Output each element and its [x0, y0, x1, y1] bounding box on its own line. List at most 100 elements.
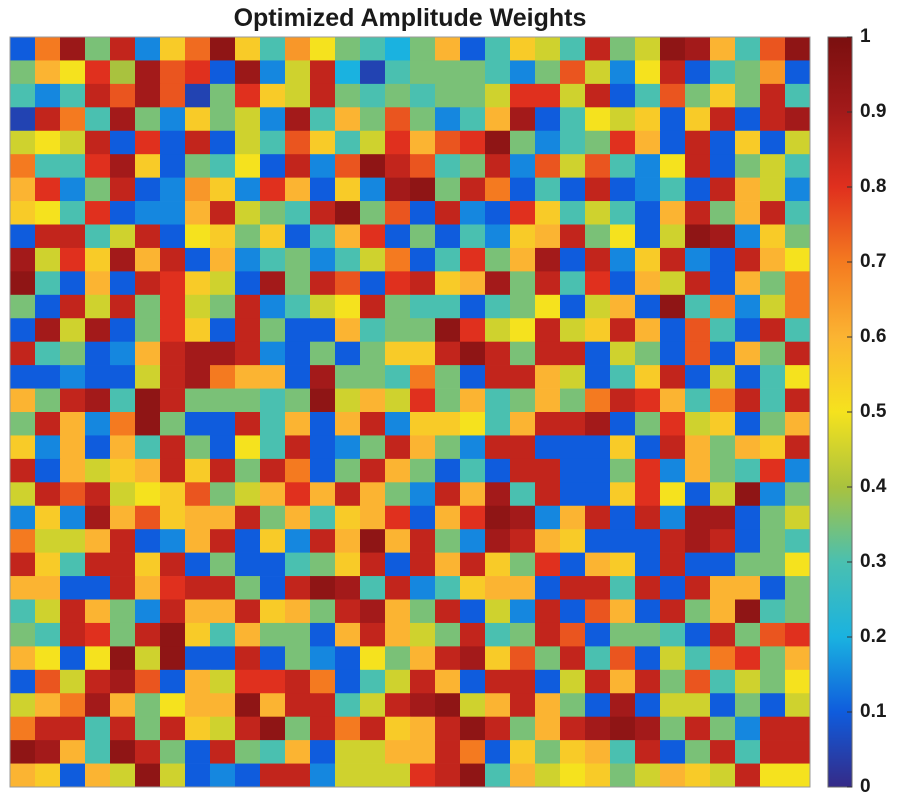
- heatmap-cell: [110, 83, 136, 108]
- heatmap-cell: [635, 435, 661, 460]
- heatmap-cell: [735, 740, 761, 764]
- heatmap-cell: [185, 130, 211, 155]
- heatmap-cell: [410, 107, 436, 132]
- heatmap-cell: [60, 529, 86, 553]
- heatmap-cell: [185, 294, 211, 319]
- heatmap-cell: [410, 763, 436, 788]
- heatmap-cell: [685, 341, 711, 366]
- heatmap-cell: [635, 482, 661, 507]
- heatmap-cell: [85, 271, 111, 296]
- heatmap-cell: [35, 412, 61, 436]
- heatmap-cell: [335, 505, 361, 530]
- heatmap-cell: [10, 716, 36, 741]
- heatmap-cell: [685, 83, 711, 108]
- heatmap-cell: [85, 435, 111, 460]
- heatmap-cell: [685, 177, 711, 202]
- heatmap-cell: [760, 318, 786, 343]
- heatmap-cell: [10, 693, 36, 718]
- heatmap-cell: [735, 60, 761, 85]
- heatmap-cell: [635, 365, 661, 389]
- heatmap-cell: [260, 83, 286, 108]
- heatmap-cell: [510, 294, 536, 319]
- heatmap-cell: [185, 412, 211, 436]
- heatmap-cell: [485, 599, 511, 624]
- heatmap-cell: [310, 318, 336, 343]
- heatmap-cell: [135, 576, 161, 600]
- heatmap-cell: [110, 201, 136, 225]
- heatmap-cell: [85, 318, 111, 343]
- heatmap-cell: [285, 388, 311, 413]
- heatmap-cell: [185, 365, 211, 389]
- heatmap-cell: [360, 599, 386, 624]
- heatmap-cell: [785, 271, 811, 296]
- heatmap-cell: [635, 388, 661, 413]
- heatmap-cell: [385, 505, 411, 530]
- heatmap-cell: [535, 576, 561, 600]
- heatmap-cell: [610, 412, 636, 436]
- heatmap-cell: [210, 622, 236, 647]
- heatmap-cell: [660, 622, 686, 647]
- heatmap-cell: [185, 763, 211, 788]
- heatmap-cell: [310, 716, 336, 741]
- heatmap-cell: [385, 247, 411, 272]
- heatmap-cell: [385, 599, 411, 624]
- heatmap-cell: [785, 201, 811, 225]
- heatmap-cell: [10, 529, 36, 553]
- heatmap-cell: [210, 271, 236, 296]
- heatmap-cell: [435, 763, 461, 788]
- heatmap-cell: [460, 529, 486, 553]
- heatmap-cell: [535, 529, 561, 553]
- heatmap-cell: [110, 37, 136, 61]
- heatmap-cell: [185, 318, 211, 343]
- heatmap-cell: [510, 201, 536, 225]
- heatmap-cell: [285, 482, 311, 507]
- heatmap-cell: [110, 622, 136, 647]
- heatmap-cell: [60, 763, 86, 788]
- heatmap-cell: [235, 60, 261, 85]
- heatmap-cell: [510, 482, 536, 507]
- heatmap-cell: [360, 271, 386, 296]
- heatmap-cell: [135, 37, 161, 61]
- heatmap-cell: [485, 458, 511, 483]
- heatmap-cell: [560, 294, 586, 319]
- heatmap-cell: [710, 576, 736, 600]
- heatmap-cell: [610, 482, 636, 507]
- heatmap-cell: [635, 154, 661, 178]
- heatmap-cell: [435, 224, 461, 249]
- heatmap-cell: [410, 646, 436, 671]
- heatmap-cell: [10, 669, 36, 694]
- heatmap-cell: [760, 458, 786, 483]
- heatmap-cell: [560, 201, 586, 225]
- heatmap-cell: [185, 224, 211, 249]
- heatmap-cell: [560, 458, 586, 483]
- heatmap-cell: [560, 740, 586, 764]
- heatmap-cell: [260, 247, 286, 272]
- heatmap-cell: [385, 529, 411, 553]
- heatmap-cell: [285, 458, 311, 483]
- heatmap-cell: [135, 412, 161, 436]
- heatmap-cell: [235, 154, 261, 178]
- heatmap-cell: [10, 60, 36, 85]
- heatmap-cell: [385, 201, 411, 225]
- heatmap-cell: [635, 763, 661, 788]
- heatmap-cell: [260, 365, 286, 389]
- heatmap-cell: [535, 341, 561, 366]
- heatmap-cell: [460, 247, 486, 272]
- heatmap-cell: [560, 669, 586, 694]
- heatmap-cell: [535, 365, 561, 389]
- colorbar-tick-label: 0.5: [860, 401, 887, 422]
- heatmap-cell: [710, 435, 736, 460]
- heatmap-cell: [160, 482, 186, 507]
- heatmap-cell: [685, 646, 711, 671]
- heatmap-cell: [510, 177, 536, 202]
- heatmap-cell: [560, 599, 586, 624]
- heatmap-cell: [485, 505, 511, 530]
- heatmap-cell: [685, 552, 711, 577]
- heatmap-cell: [685, 224, 711, 249]
- heatmap-cell: [60, 435, 86, 460]
- heatmap-cell: [785, 318, 811, 343]
- heatmap-cell: [760, 412, 786, 436]
- heatmap-cell: [285, 763, 311, 788]
- heatmap-cell: [160, 294, 186, 319]
- heatmap-cell: [535, 247, 561, 272]
